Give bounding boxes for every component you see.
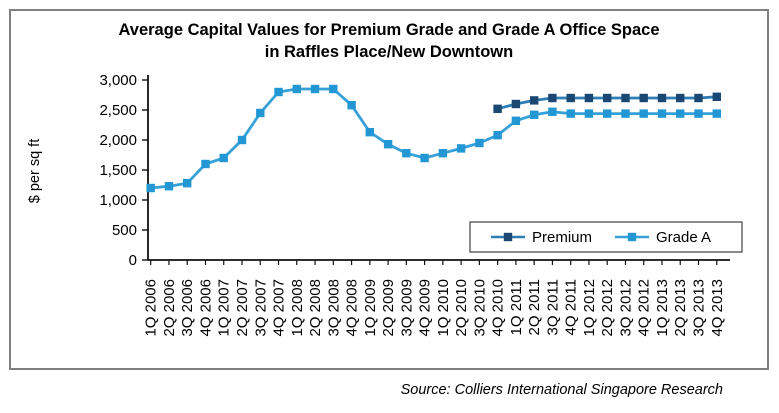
- x-tick-label: 4Q 2007: [271, 279, 288, 337]
- x-tick-label: 4Q 2006: [197, 279, 214, 337]
- premium-data-point-marker: [511, 99, 521, 109]
- x-tick-label: 1Q 2010: [435, 279, 452, 337]
- x-tick-label: 1Q 2007: [216, 279, 233, 337]
- x-tick-label: 2Q 2006: [161, 279, 178, 337]
- grade-a-data-point-marker: [219, 153, 228, 163]
- x-tick-label: 3Q 2008: [325, 279, 342, 337]
- grade-a-data-point-marker: [566, 109, 575, 118]
- x-tick-label: 2Q 2012: [599, 279, 616, 337]
- grade-a-data-point-marker: [164, 182, 174, 191]
- grade-a-data-point-marker: [584, 109, 594, 118]
- grade-a-data-point-marker: [292, 84, 301, 94]
- grade-a-data-point-marker: [548, 107, 557, 116]
- x-tick-label: 2Q 2009: [380, 279, 397, 337]
- premium-data-point-marker: [584, 93, 594, 103]
- grade-a-data-point-marker: [694, 109, 703, 118]
- grade-a-data-point-marker: [237, 135, 247, 145]
- grade-a-data-point-marker: [603, 109, 612, 118]
- y-tick-label: 2,000: [99, 132, 137, 149]
- grade-a-data-point-marker: [639, 109, 648, 118]
- grade-a-data-point-marker: [511, 116, 521, 125]
- x-tick-label: 4Q 2009: [417, 279, 434, 337]
- x-tick-label: 1Q 2011: [508, 279, 525, 335]
- grade-a-data-point-marker: [530, 110, 539, 119]
- x-tick-label: 3Q 2009: [398, 279, 415, 337]
- y-tick-label: 500: [112, 222, 137, 239]
- x-tick-label: 2Q 2007: [234, 279, 251, 337]
- grade-a-data-point-marker: [420, 153, 429, 163]
- grade-a-data-point-marker: [183, 179, 192, 188]
- grade-a-data-point-marker: [201, 159, 210, 169]
- grade-a-series-line: [150, 87, 717, 190]
- x-tick-label: 3Q 2013: [691, 279, 708, 337]
- x-tick-label: 1Q 2008: [289, 279, 306, 337]
- grade-a-data-point-marker: [676, 109, 685, 118]
- grade-a-data-point-marker: [493, 131, 502, 140]
- grade-a-data-point-marker: [256, 108, 265, 118]
- grade-a-data-point-marker: [274, 87, 283, 97]
- premium-data-point-marker: [694, 93, 703, 103]
- premium-data-point-marker: [566, 93, 575, 103]
- x-tick-label: 1Q 2012: [581, 279, 598, 337]
- premium-data-point-marker: [621, 93, 630, 103]
- premium-data-point-marker: [603, 93, 612, 103]
- x-tick-label: 3Q 2011: [544, 279, 561, 335]
- x-tick-label: 4Q 2012: [636, 279, 653, 337]
- premium-data-point-marker: [639, 93, 648, 103]
- x-tick-label: 1Q 2006: [143, 279, 160, 337]
- y-tick-label: 0: [129, 252, 137, 269]
- chart-title: Average Capital Values for Premium Grade…: [118, 21, 660, 61]
- source-note: Source: Colliers International Singapore…: [400, 382, 723, 398]
- x-tick-label: 3Q 2007: [252, 279, 269, 337]
- chart-frame: Average Capital Values for Premium Grade…: [9, 9, 769, 370]
- grade-a-data-point-marker: [329, 84, 338, 94]
- x-tick-label: 1Q 2013: [654, 279, 671, 337]
- x-tick-label: 2Q 2013: [672, 279, 689, 337]
- premium-data-point-marker: [530, 96, 539, 105]
- grade-a-data-point-marker: [347, 101, 356, 110]
- legend-marker-grade-a: [627, 232, 637, 242]
- x-tick-label: 3Q 2010: [471, 279, 488, 337]
- y-tick-label: 2,500: [99, 102, 137, 119]
- x-tick-label: 3Q 2006: [179, 279, 196, 337]
- y-axis-title: $ per sq ft: [27, 139, 43, 203]
- x-tick-label: 4Q 2010: [490, 279, 507, 337]
- x-tick-label: 1Q 2009: [362, 279, 379, 337]
- premium-data-point-marker: [548, 93, 557, 103]
- legend-label-grade-a: Grade A: [656, 229, 711, 246]
- premium-data-point-marker: [712, 92, 721, 101]
- grade-a-data-point-marker: [383, 140, 393, 149]
- grade-a-data-point-marker: [438, 149, 448, 158]
- grade-a-data-point-marker: [475, 138, 484, 148]
- grade-a-data-point-marker: [365, 128, 374, 137]
- legend-label-premium: Premium: [532, 229, 592, 246]
- y-tick-label: 1,500: [99, 162, 137, 179]
- x-tick-label: 2Q 2011: [526, 279, 543, 335]
- grade-a-data-point-marker: [657, 109, 667, 118]
- x-tick-label: 2Q 2008: [307, 279, 324, 337]
- grade-a-data-point-marker: [712, 109, 721, 118]
- grade-a-data-point-marker: [456, 144, 466, 153]
- grade-a-data-point-marker: [310, 84, 320, 94]
- x-tick-label: 4Q 2013: [709, 279, 726, 337]
- premium-data-point-marker: [676, 93, 685, 103]
- x-tick-label: 4Q 2011: [563, 279, 580, 335]
- x-tick-label: 2Q 2010: [453, 279, 470, 337]
- premium-data-point-marker: [493, 104, 502, 113]
- premium-data-point-marker: [657, 93, 667, 103]
- x-tick-label: 3Q 2012: [617, 279, 634, 337]
- grade-a-data-point-marker: [621, 109, 630, 118]
- x-tick-label: 4Q 2008: [344, 279, 361, 337]
- grade-a-data-point-marker: [146, 183, 155, 193]
- y-tick-label: 1,000: [99, 192, 137, 209]
- y-tick-label: 3,000: [99, 72, 137, 89]
- legend-marker-premium: [503, 232, 513, 242]
- grade-a-data-point-marker: [402, 149, 411, 158]
